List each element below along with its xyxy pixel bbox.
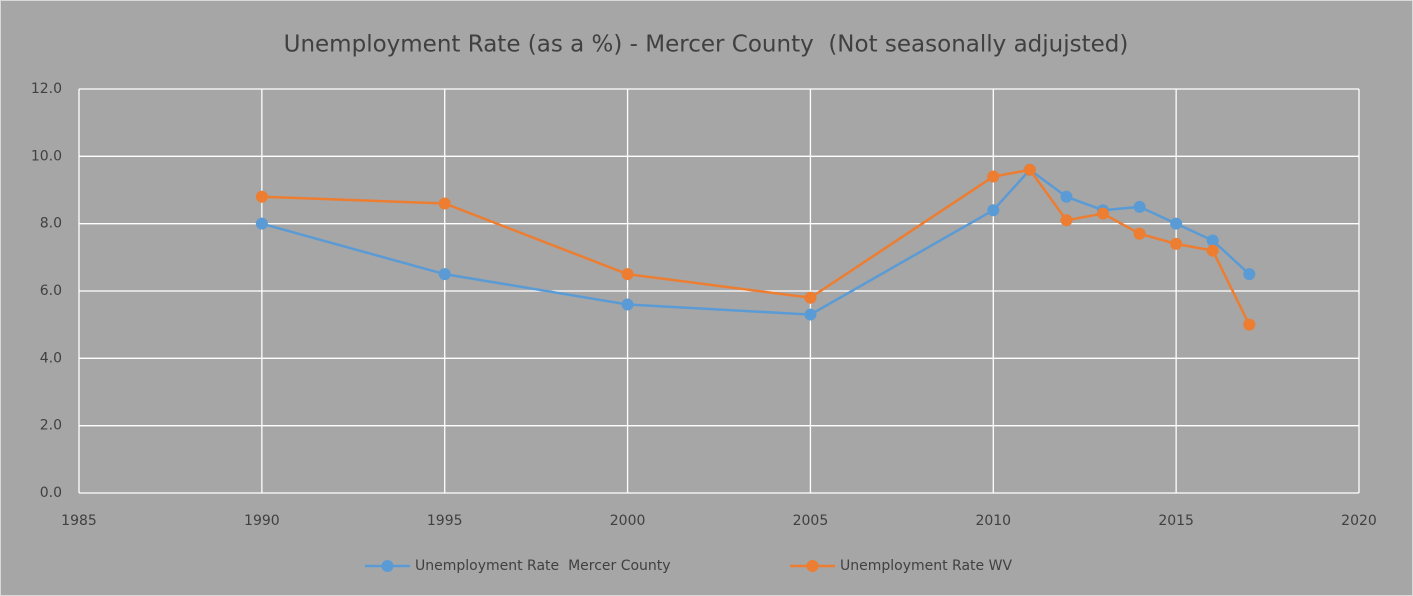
data-point [1023,163,1036,176]
data-point [1133,200,1146,213]
data-point [1206,234,1219,247]
x-tick-label: 1995 [427,513,463,529]
legend-marker [381,560,394,572]
y-tick-label: 10.0 [31,148,62,164]
x-tick-label: 1990 [244,513,280,529]
data-point [621,298,634,311]
series-line [261,168,1251,316]
data-point [1206,244,1219,257]
legend-label: Unemployment Rate Mercer County [415,558,671,574]
y-tick-label: 0.0 [40,485,62,501]
data-point [804,308,817,321]
x-tick-label: 2010 [975,513,1011,529]
data-point [1060,190,1073,203]
y-tick-label: 8.0 [40,216,62,232]
data-point [438,268,451,281]
data-point [255,217,268,230]
data-point [621,268,634,281]
legend-label: Unemployment Rate WV [840,558,1012,574]
data-point [1133,227,1146,240]
y-tick-label: 6.0 [40,283,62,299]
data-point [987,170,1000,183]
series-line [261,168,1251,326]
data-point [1243,268,1256,281]
x-tick-label: 2005 [793,513,829,529]
x-tick-label: 2020 [1341,513,1377,529]
data-point [1170,217,1183,230]
legend-marker [806,560,819,572]
data-point [804,291,817,304]
data-point [255,190,268,203]
y-tick-label: 12.0 [31,81,62,97]
data-point [1097,207,1109,220]
data-point [987,204,1000,217]
y-tick-label: 2.0 [40,418,62,434]
chart-title: Unemployment Rate (as a %) - Mercer Coun… [284,32,1129,58]
x-tick-label: 2015 [1158,513,1194,529]
data-point [1243,318,1256,331]
data-point [1170,237,1183,250]
data-point [1060,214,1073,227]
x-tick-label: 2000 [610,513,646,529]
y-tick-label: 4.0 [40,350,62,366]
x-tick-label: 1985 [61,513,97,529]
data-point [438,197,451,210]
